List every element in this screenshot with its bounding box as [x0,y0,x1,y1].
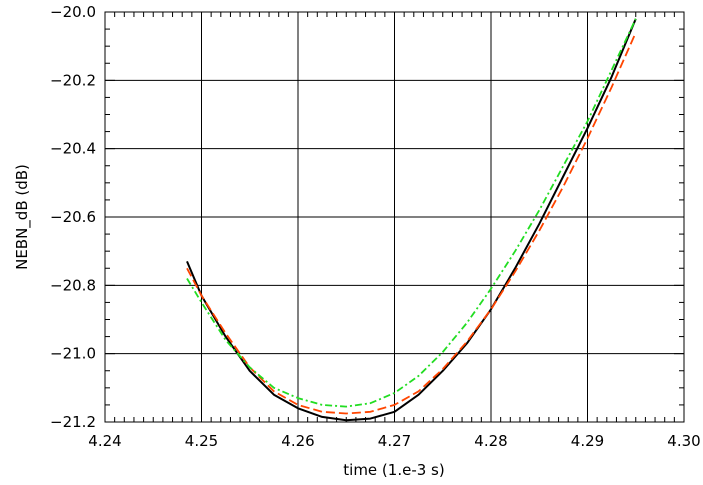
x-tick-label: 4.24 [88,432,121,450]
series-line-1 [186,18,637,422]
x-tick-label: 4.28 [474,432,507,450]
x-tick-label: 4.30 [667,432,700,450]
plot-frame [104,11,685,423]
x-tick-label: 4.26 [281,432,314,450]
x-tick-labels: 4.24 4.25 4.26 4.27 4.28 4.29 4.30 [88,432,700,450]
y-tick-labels: −21.2 −21.0 −20.8 −20.6 −20.4 −20.2 −20.0 [50,3,96,431]
series-layer [186,18,637,422]
series-line-2 [186,32,637,415]
x-tick-label: 4.27 [378,432,411,450]
x-tick-label: 4.29 [571,432,604,450]
grid-lines [105,12,684,422]
y-tick-label: −20.6 [50,208,96,226]
y-tick-label: −20.8 [50,276,96,294]
y-axis-label: NEBN_dB (dB) [13,164,32,270]
y-tick-label: −21.0 [50,345,96,363]
y-tick-label: −21.2 [50,413,96,431]
axis-ticks [104,11,685,423]
y-tick-label: −20.0 [50,3,96,21]
y-tick-label: −20.2 [50,71,96,89]
y-tick-label: −20.4 [50,140,96,158]
x-tick-label: 4.25 [185,432,218,450]
series-line-3 [186,18,637,408]
x-axis-label: time (1.e-3 s) [343,461,444,479]
